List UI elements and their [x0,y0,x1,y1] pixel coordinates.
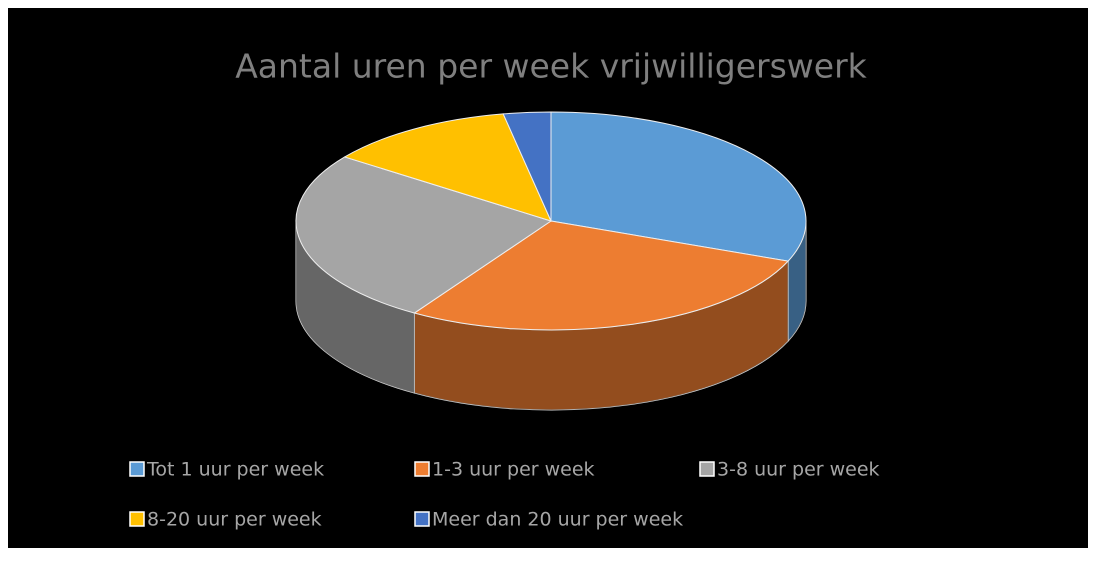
legend-swatch [129,461,145,477]
slice-side-shade [296,221,415,394]
legend-label: 1-3 uur per week [432,459,595,481]
slice-side-shade [414,261,789,410]
slice [502,111,552,222]
chart-title: Aantal uren per week vrijwilligerswerk [235,47,867,86]
legend-swatch [699,461,715,477]
slice-side-shade [788,221,806,342]
legend-label: 3-8 uur per week [717,459,880,481]
legend-swatch [129,511,145,527]
slice [295,156,553,314]
legend-label: 8-20 uur per week [147,509,322,531]
slice [413,220,790,331]
legend-label: Meer dan 20 uur per week [432,509,683,531]
legend-swatch [414,511,430,527]
slice [343,113,552,222]
legend-label: Tot 1 uur per week [146,459,324,481]
legend-swatch [414,461,430,477]
slice [550,111,807,262]
